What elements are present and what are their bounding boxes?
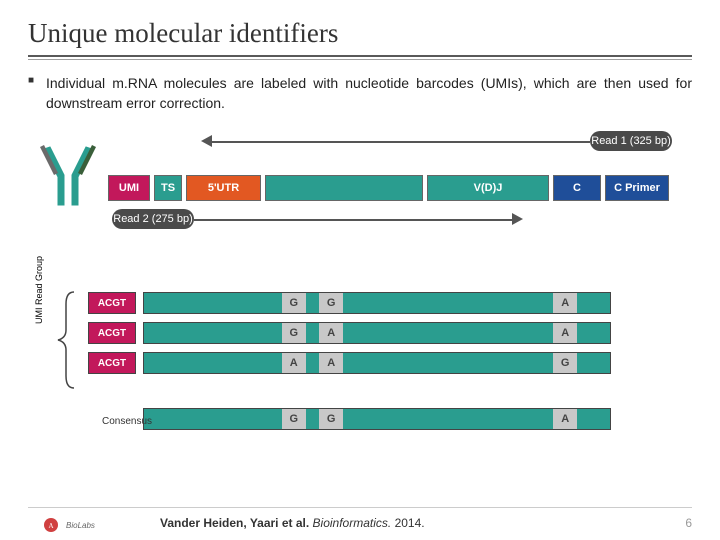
antibody-icon [38,143,98,213]
nucleotide-cell: G [319,293,343,313]
read2-pill: Read 2 (275 bp) [112,209,194,229]
sequence-bar: GG A [143,408,611,430]
segment-cprimer: C Primer [605,175,669,201]
citation-authors: Vander Heiden, Yaari et al. [160,516,309,530]
nucleotide-cell: G [319,409,343,429]
title-underline [28,55,692,60]
page-number: 6 [685,516,692,530]
nucleotide-cell: A [553,293,577,313]
segment-c: C [553,175,601,201]
logo-text: BioLabs [66,521,95,530]
svg-text:A: A [48,522,53,530]
nucleotide-cell: G [282,409,306,429]
nucleotide-cell: A [319,323,343,343]
segment-ts: TS [154,175,182,201]
slide-title: Unique molecular identifiers [28,18,692,49]
nucleotide-cell: A [319,353,343,373]
sequence-diagram: Read 1 (325 bp) UMITS5'UTR V(D)JCC Primer… [28,125,692,300]
umi-tag: ACGT [88,292,136,314]
nucleotide-cell: G [282,293,306,313]
consensus-row: GG A [143,408,611,430]
segment-row: UMITS5'UTR V(D)JCC Primer [108,175,669,201]
nucleotide-cell: A [553,409,577,429]
bullet-text: Individual m.RNA molecules are labeled w… [28,74,692,113]
segment-vdj: V(D)J [427,175,549,201]
brace-icon [56,290,78,390]
sequence-bar: AA G [143,352,611,374]
footer-logos: A BioLabs [42,516,95,534]
nucleotide-cell: G [282,323,306,343]
y-axis-label: UMI Read Group [34,240,44,340]
consensus-label: Consensus [102,416,152,427]
citation-journal: Bioinformatics. [313,516,392,530]
footer-divider [28,507,692,508]
sequence-bar: GG A [143,292,611,314]
alignment-diagram: UMI Read Group ACGTGGAACGTGAAACGTAAGGGA … [28,300,692,500]
sequence-bar: GAA [143,322,611,344]
read-row: ACGT AA G [88,352,611,374]
nucleotide-cell: A [282,353,306,373]
umi-tag: ACGT [88,322,136,344]
read-row: ACGT GG A [88,292,611,314]
citation-year: 2014. [395,516,425,530]
segment-blank [265,175,423,201]
read1-pill: Read 1 (325 bp) [590,131,672,151]
citation: Vander Heiden, Yaari et al. Bioinformati… [160,516,425,530]
nucleotide-cell: G [553,353,577,373]
logo-icon: A [42,516,60,534]
segment-5utr: 5'UTR [186,175,261,201]
umi-tag: ACGT [88,352,136,374]
nucleotide-cell: A [553,323,577,343]
segment-umi: UMI [108,175,150,201]
read-row: ACGTGAA [88,322,611,344]
